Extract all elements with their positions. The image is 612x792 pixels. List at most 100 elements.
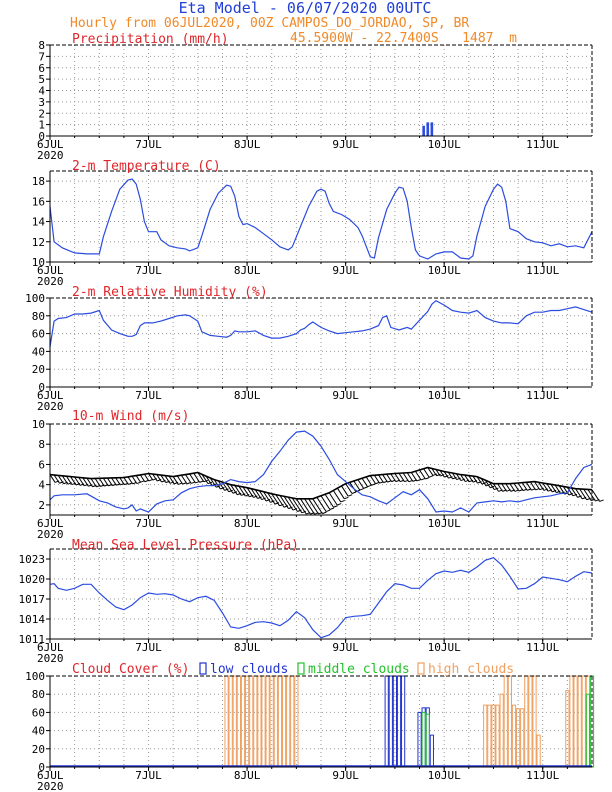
wind-barb — [168, 475, 175, 485]
wind-barb — [185, 474, 192, 484]
wind-barb — [300, 498, 311, 515]
high-cloud-bar — [253, 675, 258, 768]
wind-barb-flag — [371, 483, 376, 486]
x-tick-label: 9JUL — [332, 138, 359, 151]
wind-barb — [480, 478, 487, 487]
wind-barb — [308, 498, 319, 515]
wind-barb — [419, 469, 426, 480]
temp-panel-title: 2-m Temperature (C) — [72, 159, 221, 174]
y-tick-label: 20 — [32, 743, 45, 756]
y-tick-label: 0 — [38, 761, 45, 774]
rh-panel-title: 2-m Relative Humidity (%) — [72, 285, 268, 300]
rh-panel: 0 20 40 60 80 100 6JUL 7JUL 8JUL 9JUL 10JUL 11JUL 20… — [25, 285, 593, 413]
wind-barb — [415, 470, 422, 481]
wind-barb — [98, 478, 105, 487]
wind-barb — [542, 482, 549, 492]
wind-barb — [394, 473, 401, 482]
cloud-panel: 0 20 40 60 80 100 6JUL 7JUL 8JUL 9JUL 10JUL 11JUL 20… — [25, 662, 595, 792]
x-tick-label: 9JUL — [332, 517, 359, 530]
x-tick-label: 10JUL — [428, 389, 461, 402]
x-tick-label: 7JUL — [135, 517, 162, 530]
wind-barb — [382, 474, 388, 483]
high-cloud-bar — [249, 675, 254, 768]
wind-barb — [226, 483, 234, 494]
legend-label: low clouds — [210, 662, 288, 677]
wind-barb — [464, 474, 470, 483]
wind-barb-axis — [49, 466, 593, 500]
wind-barb — [164, 475, 171, 484]
low-cloud-bar — [401, 675, 406, 768]
wind-barb-flag — [425, 477, 430, 480]
mslp-panel: 1011 1014 1017 1020 1023 6JUL 7JUL 8JUL 9JUL 10JU… — [19, 538, 593, 665]
high-cloud-bar — [487, 704, 492, 768]
wind-panel-title: 10-m Wind (m/s) — [72, 409, 189, 424]
wind-barb — [337, 487, 345, 500]
wind-barb — [435, 469, 441, 477]
wind-barb — [476, 476, 483, 485]
wind-barb — [345, 483, 353, 494]
wind-barb — [189, 473, 196, 484]
high-cloud-bar — [286, 675, 291, 768]
wind-barb — [402, 472, 410, 483]
y-tick-label: 20 — [32, 363, 45, 376]
wind-barb-flag — [220, 487, 225, 490]
wind-barb — [144, 473, 150, 482]
high-cloud-bar — [495, 704, 500, 768]
y-tick-label: 0 — [38, 130, 45, 143]
x-tick-label: 6JUL — [37, 769, 64, 782]
wind-barb — [242, 486, 250, 498]
wind-barb-flag — [344, 496, 349, 500]
high-cloud-bar — [228, 675, 233, 768]
wind-barb-flag — [329, 507, 335, 510]
low-cloud-bar — [429, 734, 434, 768]
high-cloud-bar — [577, 675, 582, 768]
rh-series-line — [49, 299, 593, 347]
wind-barb — [386, 473, 392, 482]
wind-barb-flag — [274, 502, 280, 505]
wind-barb — [501, 483, 508, 492]
x-tick-label: 10JUL — [428, 517, 461, 530]
x-tick-label: 9JUL — [332, 264, 359, 277]
wind-barb — [263, 491, 271, 503]
wind-barb-flag — [257, 496, 262, 499]
wind-barb — [538, 482, 545, 491]
y-tick-label: 100 — [25, 670, 45, 683]
wind-barb-flag — [224, 488, 229, 491]
wind-barb — [591, 489, 601, 502]
high-cloud-bar — [290, 675, 295, 768]
wind-barb — [427, 467, 434, 476]
wind-barb — [513, 483, 520, 492]
x-tick-label: 8JUL — [234, 264, 261, 277]
wind-barb-flag — [416, 478, 421, 482]
mslp-panel-title: Mean Sea Level Pressure (hPa) — [72, 538, 299, 553]
coordinates-line: 45.5900W - 22.7400S 1487 m — [290, 31, 517, 46]
temp-series-line — [49, 178, 593, 260]
wind-barb — [123, 477, 129, 485]
wind-barb — [66, 475, 73, 485]
wind-barb-flag — [440, 474, 445, 477]
wind-barb — [509, 483, 516, 492]
wind-barb — [488, 481, 495, 490]
wind-barb — [349, 482, 357, 493]
y-tick-label: 6 — [38, 62, 45, 75]
high-cloud-bar — [536, 734, 541, 768]
wind-series-line — [49, 430, 593, 513]
x-year-label: 2020 — [37, 652, 64, 665]
precip-bar — [430, 122, 434, 136]
wind-barb-flag — [351, 491, 357, 494]
wind-barb — [583, 488, 592, 501]
wind-barb — [74, 476, 81, 486]
x-tick-label: 7JUL — [135, 138, 162, 151]
wind-barb-flag — [347, 494, 353, 497]
wind-barb — [468, 475, 474, 483]
wind-barb — [451, 472, 458, 480]
high-cloud-bar — [281, 675, 287, 768]
wind-barb — [205, 475, 213, 486]
wind-barb-flag — [270, 500, 275, 503]
wind-barb — [156, 474, 162, 483]
y-tick-label: 80 — [32, 688, 45, 701]
high-cloud-bar — [528, 675, 533, 768]
wind-barb — [135, 475, 141, 483]
wind-barb — [554, 484, 561, 494]
middle-cloud-bar — [585, 693, 590, 768]
